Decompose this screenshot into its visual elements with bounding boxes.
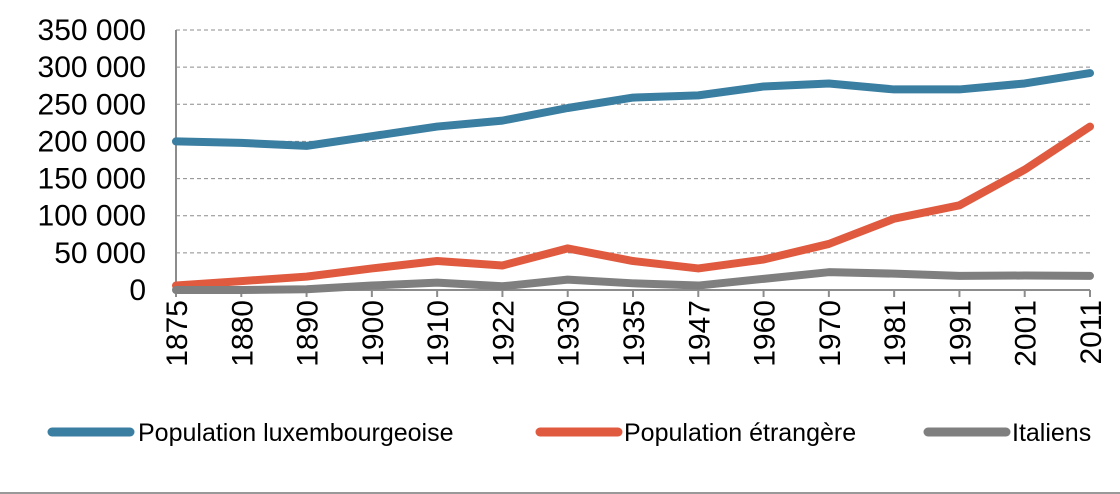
- y-tick-label: 50 000: [54, 237, 146, 270]
- series-line-3: [172, 268, 1094, 294]
- x-tick-label: 1880: [226, 300, 259, 367]
- x-tick-label: 1935: [618, 300, 651, 367]
- y-tick-label: 300 000: [38, 51, 146, 84]
- series-lines: [172, 69, 1094, 294]
- x-tick-label: 1970: [814, 300, 847, 367]
- x-tick-label: 1875: [161, 300, 194, 367]
- legend-label: Italiens: [1012, 419, 1091, 447]
- x-tick-label: 1981: [879, 300, 912, 367]
- x-tick-label: 1947: [683, 300, 716, 367]
- y-tick-label: 250 000: [38, 88, 146, 121]
- series-line-2: [172, 122, 1094, 290]
- y-tick-label: 350 000: [38, 14, 146, 47]
- x-tick-label: 1922: [487, 300, 520, 367]
- y-tick-label: 150 000: [38, 163, 146, 196]
- x-tick-label: 2011: [1075, 300, 1108, 365]
- y-axis-tick-labels: 0 50 000 100 000 150 000 200 000 250 000 300 0…: [38, 14, 146, 307]
- legend: Population luxembourgeoise Population étr…: [47, 419, 1091, 447]
- x-axis-tick-marks: [175, 290, 1091, 297]
- x-tick-label: 1991: [944, 300, 977, 367]
- x-tick-label: 1930: [553, 300, 586, 367]
- legend-label: Population luxembourgeoise: [138, 419, 454, 447]
- x-tick-label: 1890: [292, 300, 325, 367]
- x-tick-label: 2001: [1010, 300, 1043, 367]
- y-tick-label: 0: [129, 274, 146, 307]
- y-tick-label: 100 000: [38, 200, 146, 233]
- x-tick-label: 1900: [357, 300, 390, 367]
- series-line-1: [172, 69, 1094, 150]
- x-tick-label: 1960: [749, 300, 782, 367]
- y-tick-label: 200 000: [38, 125, 146, 158]
- x-axis-tick-labels: 1875 1880 1890 1900 1910 1922 1930 1935 1947 1960…: [161, 300, 1108, 367]
- legend-label: Population étrangère: [624, 419, 856, 447]
- x-tick-label: 1910: [422, 300, 455, 367]
- gridlines: [176, 29, 1090, 254]
